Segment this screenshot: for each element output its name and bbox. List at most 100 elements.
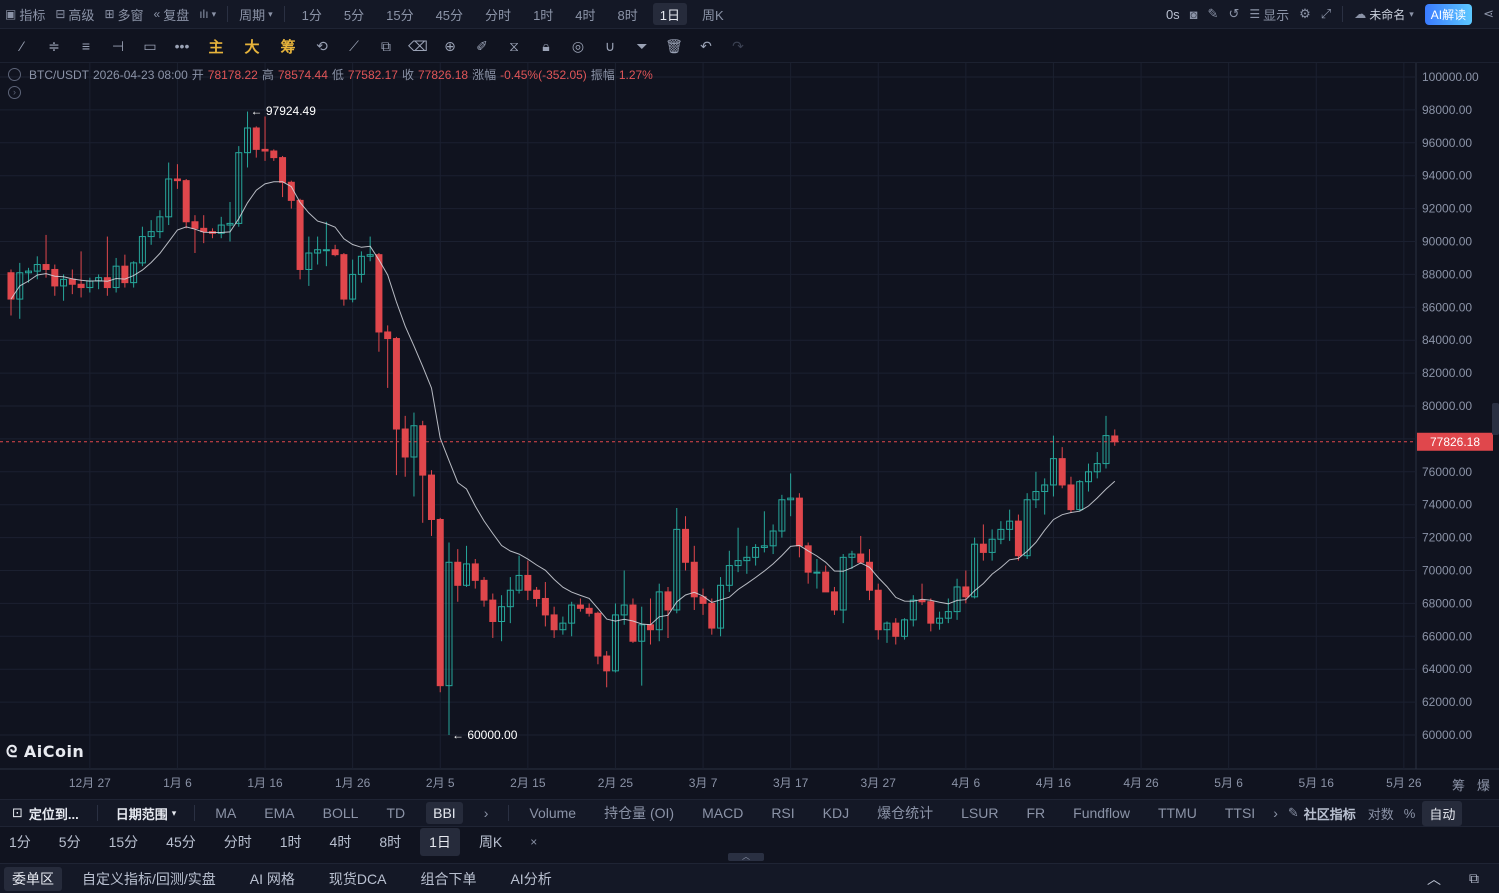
sub-indicator-tab[interactable]: TTMU [1157, 805, 1197, 821]
bottom-tab[interactable]: 现货DCA [328, 870, 387, 887]
redo-tool[interactable]: ↷ [722, 32, 754, 60]
main-chart-toggle[interactable]: 主 [198, 32, 234, 60]
chevron-right-icon: › [1273, 805, 1278, 821]
period-row-tab[interactable]: 周K [478, 834, 503, 850]
log-scale-toggle[interactable]: 对数 [1362, 804, 1400, 823]
hide-tool[interactable]: ◎ [562, 32, 594, 60]
sub-indicator-tab[interactable]: Volume [529, 805, 577, 821]
brush-tool[interactable]: ✐ [466, 32, 498, 60]
screenshot-button[interactable]: ◙ [1185, 0, 1203, 29]
filter-tool[interactable]: ⏷ [626, 32, 658, 60]
period-tab[interactable]: 5分 [343, 7, 365, 23]
advanced-button[interactable]: ⊟ 高级 [50, 0, 99, 29]
erase-tool[interactable]: ⌫ [402, 32, 434, 60]
close-icon[interactable]: × [530, 835, 538, 849]
settings-button[interactable]: ⚙ [1294, 0, 1316, 29]
replay-button[interactable]: «复盘 [149, 0, 195, 29]
main-indicators-more[interactable]: › [470, 805, 503, 821]
collapse-panel-button[interactable]: ︿ [1413, 867, 1455, 891]
more-tools[interactable]: ••• [166, 32, 198, 60]
period-dropdown[interactable]: 周期 ▾ [234, 0, 278, 29]
undo-tool[interactable]: ↶ [690, 32, 722, 60]
bottom-tab[interactable]: 委单区 [4, 866, 62, 891]
main-indicator-tab[interactable]: BOLL [322, 805, 359, 821]
zoom-tool[interactable]: ⊕ [434, 32, 466, 60]
sub-indicator-tab[interactable]: RSI [771, 805, 795, 821]
liquidation-toggle[interactable]: 爆 [1477, 775, 1490, 794]
sub-indicator-tab[interactable]: 爆仓统计 [877, 805, 934, 821]
magnet-tool[interactable]: ∪ [594, 32, 626, 60]
period-tab[interactable]: 周K [702, 7, 724, 23]
rectangle-tool[interactable]: ▭ [134, 32, 166, 60]
sub-indicator-tab[interactable]: Fundflow [1073, 805, 1130, 821]
period-row-tab[interactable]: 15分 [108, 834, 139, 850]
big-order-toggle[interactable]: 大 [234, 32, 270, 60]
locate-button[interactable]: ⊡ 定位到... [0, 804, 91, 823]
measure-tool[interactable]: ⟋ [338, 32, 370, 60]
sub-indicator-tab[interactable]: LSUR [961, 805, 999, 821]
sub-indicator-tab[interactable]: TTSI [1224, 805, 1256, 821]
horizontal-lines-tool[interactable]: ≡ [70, 32, 102, 60]
chip-distribution-toggle[interactable]: 筹 [1452, 775, 1465, 794]
panel-resize-handle[interactable]: ︿ [728, 853, 764, 861]
expand-button[interactable]: › [8, 86, 21, 99]
chart-style-button[interactable]: ılı ▾ [194, 0, 221, 29]
period-row-tab[interactable]: 4时 [329, 834, 352, 850]
period-row-tab[interactable]: 5分 [58, 834, 81, 850]
draw-button[interactable]: ✎ [1203, 0, 1224, 29]
parallel-lines-tool[interactable]: ≑ [38, 32, 70, 60]
sub-indicator-tab[interactable]: FR [1026, 805, 1046, 821]
date-range-button[interactable]: 日期范围 ▾ [104, 804, 189, 823]
sub-indicator-tab[interactable]: 持仓量 (OI) [604, 805, 675, 821]
fullscreen-button[interactable]: ⤢ [1316, 0, 1336, 29]
period-row-tab[interactable]: 8时 [379, 834, 402, 850]
candlestick-chart[interactable]: 100000.00 98000.00 96000.00 94000.00 92000.0… [0, 63, 1499, 798]
percent-scale-toggle[interactable]: % [1400, 806, 1420, 821]
horizontal-line-tool[interactable]: ⊣ [102, 32, 134, 60]
period-tab[interactable]: 15分 [386, 7, 414, 23]
popout-panel-button[interactable]: ⧉ [1455, 867, 1493, 891]
indicator-button[interactable]: ▣ 指标 [0, 0, 50, 29]
period-tab[interactable]: 45分 [435, 7, 464, 23]
period-tab[interactable]: 分时 [485, 7, 512, 23]
bottom-tab[interactable]: 组合下单 [420, 870, 477, 887]
auto-scale-toggle[interactable]: 自动 [1422, 800, 1463, 826]
period-row-tab[interactable]: 1分 [9, 834, 31, 850]
undo-view-button[interactable]: ↺ [1223, 0, 1244, 29]
main-indicator-tab[interactable]: BBI [426, 802, 463, 824]
eye-toggle-icon[interactable] [8, 68, 21, 81]
display-button[interactable]: ☰ 显示 [1244, 0, 1294, 29]
main-indicator-tab[interactable]: TD [386, 805, 406, 821]
scroll-nub [1492, 403, 1499, 435]
sub-indicators-more[interactable]: › [1269, 805, 1282, 821]
community-indicators-button[interactable]: ✎ 社区指标 [1282, 804, 1362, 823]
lock-tool[interactable]: 🔒︎ [530, 32, 562, 60]
sub-indicator-tab[interactable]: MACD [702, 805, 744, 821]
chip-toggle[interactable]: 筹 [270, 32, 306, 60]
period-row-tab[interactable]: 1日 [420, 828, 460, 856]
trend-line-tool[interactable]: ⁄ [6, 32, 38, 60]
price-chart[interactable]: 100000.00 98000.00 96000.00 94000.00 92000.0… [0, 63, 1499, 798]
ai-interpret-button[interactable]: AI解读 [1424, 3, 1473, 25]
sync-tool[interactable]: ⟲ [306, 32, 338, 60]
pattern-tool[interactable]: ⧖ [498, 32, 530, 60]
bottom-tab[interactable]: AI 网格 [249, 870, 295, 887]
period-tab[interactable]: 1时 [533, 7, 554, 23]
period-row-tab[interactable]: 1时 [279, 834, 302, 850]
bottom-tab[interactable]: 自定义指标/回测/实盘 [82, 870, 216, 887]
period-tab[interactable]: 1分 [301, 7, 322, 23]
copy-tool[interactable]: ⧉ [370, 32, 402, 60]
main-indicator-tab[interactable]: EMA [264, 805, 295, 821]
period-row-tab[interactable]: 分时 [223, 834, 252, 850]
bottom-tab[interactable]: AI分析 [510, 870, 552, 887]
sub-indicator-tab[interactable]: KDJ [822, 805, 850, 821]
share-button[interactable]: ⋖ [1478, 0, 1499, 29]
workspace-dropdown[interactable]: ☁ 未命名 ▾ [1349, 0, 1419, 29]
multi-window-button[interactable]: ⊞ 多窗 [99, 0, 148, 29]
period-tab[interactable]: 8时 [617, 7, 638, 23]
main-indicator-tab[interactable]: MA [215, 805, 237, 821]
period-tab[interactable]: 4时 [575, 7, 596, 23]
period-row-tab[interactable]: 45分 [166, 834, 196, 850]
delete-tool[interactable]: 🗑︎ [658, 32, 690, 60]
period-tab[interactable]: 1日 [652, 3, 687, 25]
